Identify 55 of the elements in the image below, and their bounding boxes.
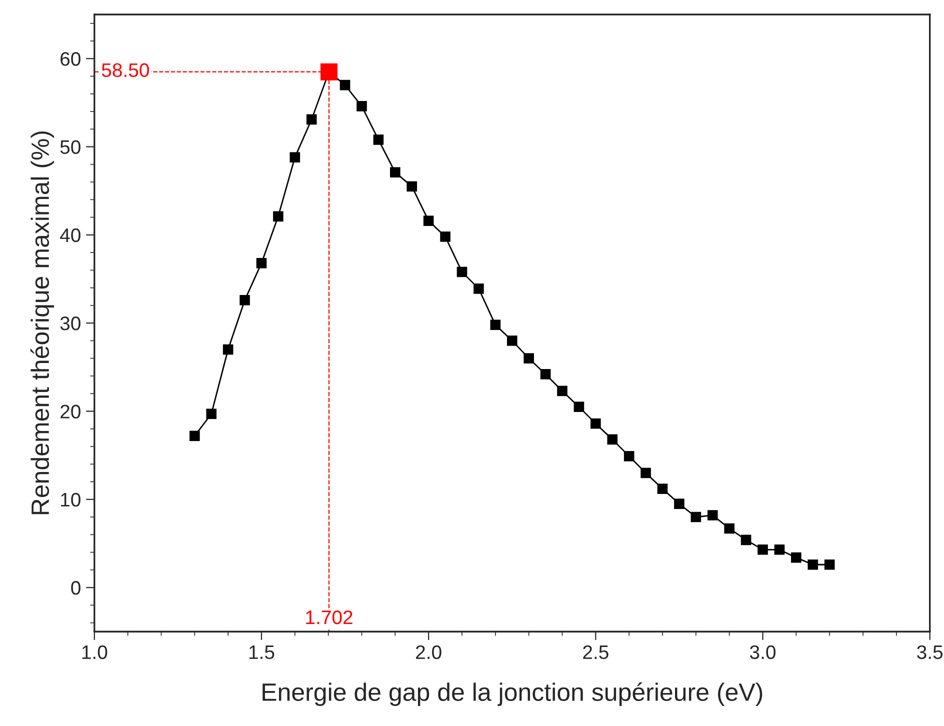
- ref-line-label: 58.50: [102, 63, 149, 78]
- point: [222, 344, 234, 355]
- point: [774, 544, 785, 555]
- point: [406, 181, 418, 192]
- point: [506, 336, 518, 346]
- point: [657, 484, 668, 494]
- y-tick-label: 20: [60, 404, 80, 418]
- point: [423, 216, 434, 226]
- point: [190, 430, 200, 442]
- point: [758, 544, 768, 555]
- y-tick-label: 30: [60, 316, 80, 330]
- y-tick-label: 10: [61, 492, 80, 507]
- point: [674, 498, 684, 509]
- y-tick-label: 0: [71, 581, 80, 595]
- point: [740, 534, 752, 546]
- point: [206, 408, 217, 420]
- x-tick-label: 3.0: [750, 645, 776, 660]
- point: [607, 434, 618, 445]
- point: [256, 258, 267, 268]
- point: [707, 510, 718, 520]
- point: [690, 512, 702, 522]
- x-tick-label: 1.0: [82, 645, 108, 660]
- point: [456, 266, 468, 278]
- point: [390, 167, 400, 178]
- point: [808, 559, 818, 570]
- x-tick-label: 3.5: [917, 645, 943, 660]
- point: [474, 284, 484, 294]
- y-tick-label: 40: [60, 228, 80, 242]
- y-axis-title: Rendement théorique maximal (%): [30, 131, 54, 514]
- x-tick-label: 2.0: [416, 645, 442, 660]
- point: [824, 559, 835, 570]
- ref-line-label: 1.702: [306, 610, 352, 624]
- point: [524, 353, 534, 364]
- point: [624, 451, 634, 462]
- point: [540, 369, 551, 380]
- x-tick-label: 2.5: [583, 645, 608, 660]
- point: [640, 468, 651, 478]
- point: [273, 211, 284, 222]
- point: [574, 402, 584, 412]
- point: [590, 418, 601, 429]
- point: [791, 552, 802, 563]
- y-tick-label: 50: [60, 140, 80, 154]
- point: [440, 232, 450, 242]
- point: [373, 134, 384, 145]
- point: [724, 523, 734, 534]
- x-axis-title: Energie de gap de la jonction supérieure (eV): [262, 682, 762, 706]
- point: [340, 80, 350, 90]
- x-tick-label: 1.5: [249, 646, 274, 660]
- point: [306, 114, 317, 125]
- point: [557, 386, 568, 396]
- point: [290, 152, 300, 162]
- point: [490, 320, 501, 330]
- y-tick-label: 60: [60, 52, 80, 66]
- point: [356, 101, 367, 112]
- point: [240, 295, 250, 306]
